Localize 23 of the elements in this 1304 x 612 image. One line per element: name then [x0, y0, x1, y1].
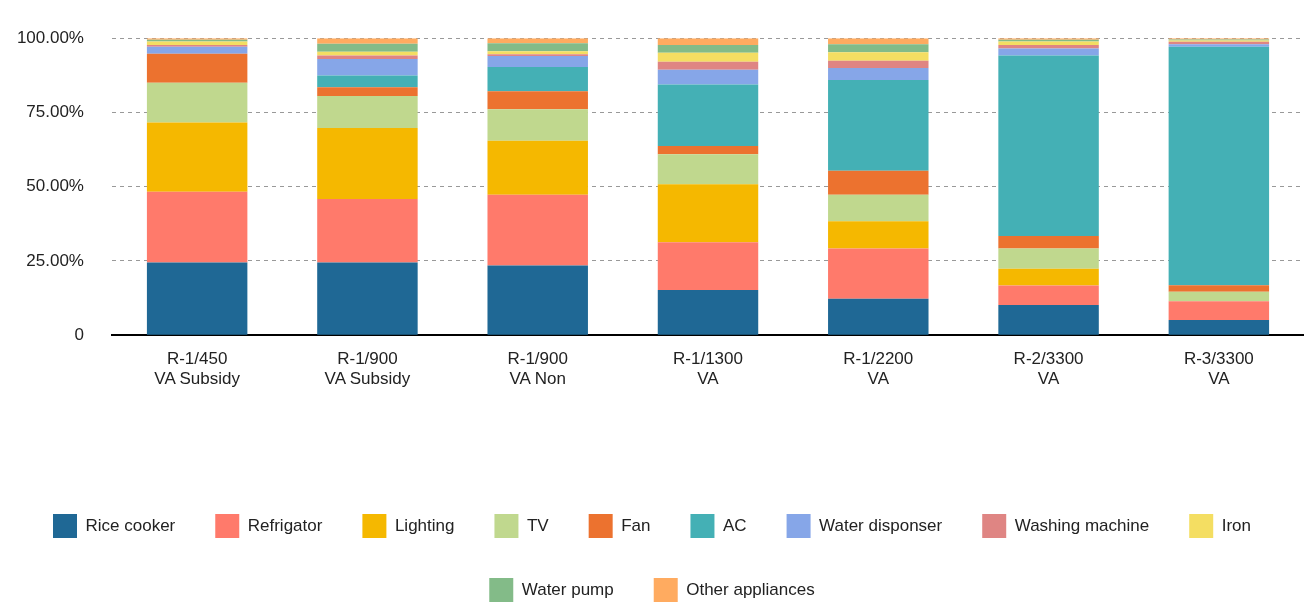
- legend-label: Water pump: [521, 579, 614, 599]
- legend-label: AC: [722, 515, 747, 535]
- y-tick-label: 75.00%: [26, 102, 84, 122]
- x-tick-label: R-1/2200 VA: [843, 349, 914, 389]
- legend-label: Iron: [1221, 515, 1252, 535]
- legend-label: Refrigator: [247, 515, 323, 535]
- x-tick-label: R-1/1300 VA: [673, 349, 743, 389]
- legend-label: Rice cooker: [85, 515, 176, 535]
- legend-label: Other appliances: [686, 579, 815, 599]
- legend-label: Fan: [621, 515, 651, 535]
- x-tick-label: R-1/450 VA Subsidy: [154, 349, 241, 389]
- legend-label: Lighting: [394, 515, 455, 535]
- legend-label: TV: [526, 515, 550, 535]
- y-tick-label: 50.00%: [26, 176, 84, 196]
- legend-label: Water disponser: [819, 515, 943, 535]
- y-tick-label: 25.00%: [26, 250, 84, 270]
- x-tick-label: R-2/3300 VA: [1013, 349, 1084, 389]
- y-tick-label: 100.00%: [16, 27, 84, 47]
- legend-label: Washing machine: [1014, 515, 1150, 535]
- y-tick-label: 0: [74, 324, 84, 344]
- x-tick-label: R-1/900 VA Subsidy: [324, 349, 411, 389]
- x-tick-label: R-1/900 VA Non: [507, 349, 568, 389]
- x-tick-label: R-3/3300 VA: [1183, 349, 1254, 389]
